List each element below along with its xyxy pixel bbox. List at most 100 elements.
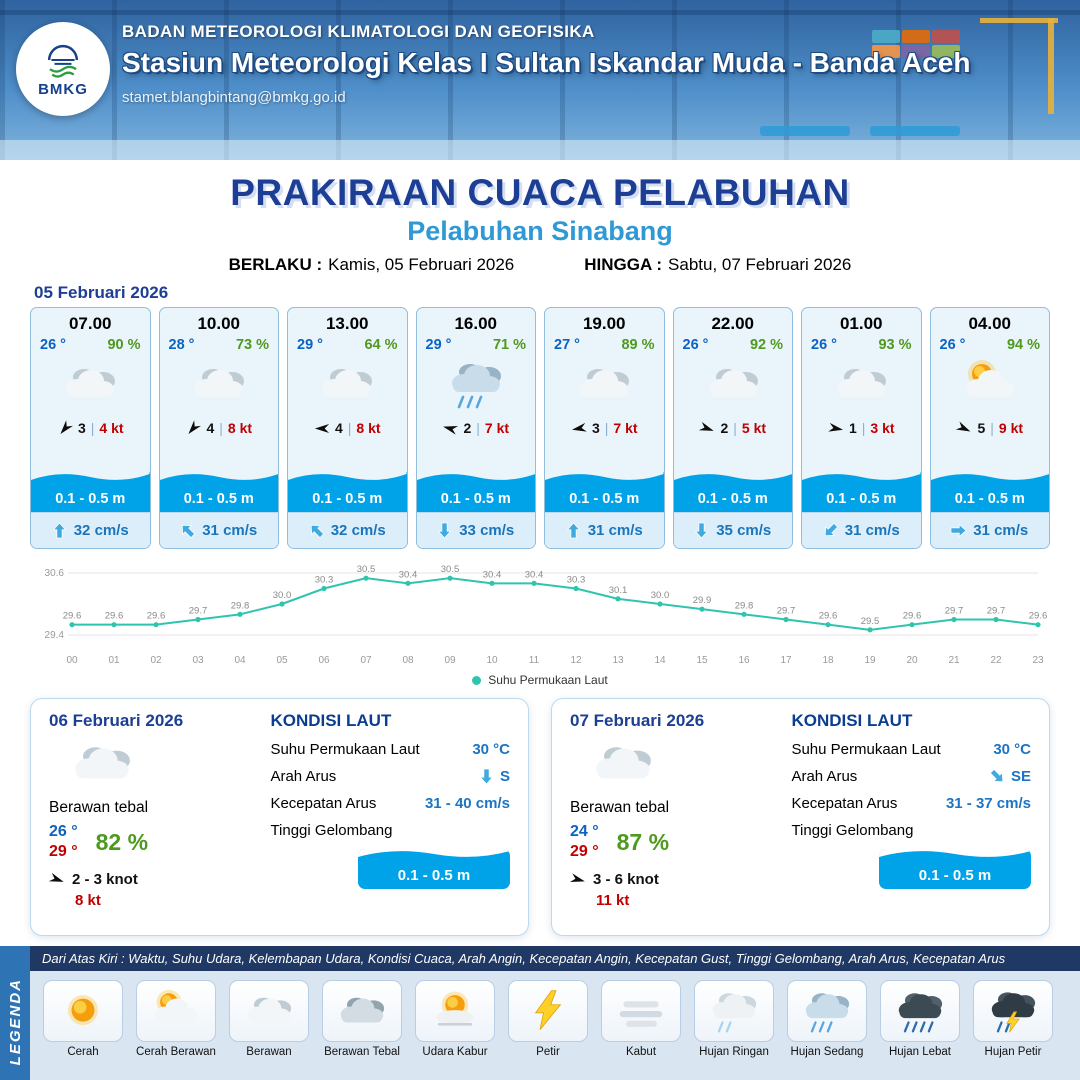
wave-height-badge: 0.1 - 0.5 m bbox=[879, 849, 1031, 889]
wave-height-band: 0.1 - 0.5 m bbox=[673, 471, 792, 512]
current-direction-icon bbox=[479, 768, 494, 785]
current-direction-icon bbox=[694, 522, 709, 539]
temperature: 29 ° bbox=[297, 337, 323, 353]
svg-text:13: 13 bbox=[612, 655, 624, 666]
temperature: 26 ° bbox=[40, 337, 66, 353]
svg-text:30.4: 30.4 bbox=[399, 569, 418, 580]
wind-gust: 8 kt bbox=[227, 420, 253, 436]
wave-height-band: 0.1 - 0.5 m bbox=[416, 471, 535, 512]
forecast-time: 01.00 bbox=[839, 314, 883, 333]
legend-item: Berawan Tebal bbox=[321, 980, 403, 1059]
svg-text:30.0: 30.0 bbox=[651, 590, 670, 601]
svg-text:16: 16 bbox=[738, 655, 750, 666]
wave-height-band: 0.1 - 0.5 m bbox=[288, 471, 407, 512]
bmkg-globe-icon bbox=[47, 44, 79, 78]
daily-forecast-card: 06 Februari 2026 Berawan tebal 26 ° 29 °… bbox=[30, 698, 529, 936]
berlaku-value: Kamis, 05 Februari 2026 bbox=[328, 255, 515, 274]
svg-text:29.8: 29.8 bbox=[231, 600, 250, 611]
sea-conditions-title: KONDISI LAUT bbox=[791, 711, 913, 730]
svg-text:29.7: 29.7 bbox=[189, 606, 208, 617]
svg-text:29.7: 29.7 bbox=[777, 606, 796, 617]
current-speed: 31 cm/s bbox=[973, 522, 1029, 539]
weather-description: Berawan tebal bbox=[49, 799, 149, 816]
humidity: 73 % bbox=[235, 337, 269, 353]
temperature: 26 ° bbox=[682, 337, 709, 353]
humidity: 82 % bbox=[95, 828, 149, 855]
humidity: 90 % bbox=[107, 337, 141, 353]
legend-item: Hujan Petir bbox=[972, 980, 1054, 1059]
humidity: 89 % bbox=[621, 337, 655, 353]
wind-direction-icon bbox=[183, 418, 203, 439]
legend-title: LEGENDA bbox=[6, 978, 24, 1066]
separator: | bbox=[347, 420, 352, 436]
forecast-card: 13.00 29 ° 64 % 4 | 8 kt 0.1 - 0.5 m 32 … bbox=[287, 307, 408, 549]
wind-speed: 3 bbox=[77, 420, 86, 436]
agency-name: BADAN METEOROLOGI KLIMATOLOGI DAN GEOFIS… bbox=[122, 22, 595, 41]
day-date: 07 Februari 2026 bbox=[570, 711, 705, 730]
humidity: 71 % bbox=[492, 337, 526, 353]
current-direction-value: SE bbox=[1010, 768, 1031, 785]
forecast-card: 22.00 26 ° 92 % 2 | 5 kt 0.1 - 0.5 m 35 … bbox=[672, 307, 793, 549]
legend-label: Hujan Sedang bbox=[790, 1046, 864, 1058]
svg-text:19: 19 bbox=[864, 655, 876, 666]
svg-text:29.4: 29.4 bbox=[45, 630, 65, 641]
svg-text:29.8: 29.8 bbox=[735, 600, 754, 611]
sst-label: Suhu Permukaan Laut bbox=[791, 741, 941, 758]
validity-period: BERLAKU : Kamis, 05 Februari 2026 HINGGA … bbox=[0, 255, 1080, 275]
sea-conditions-title: KONDISI LAUT bbox=[270, 711, 392, 730]
legend-items: Cerah Cerah Berawan Berawan Berawan Teba… bbox=[30, 971, 1080, 1080]
current-speed-value: 31 - 40 cm/s bbox=[424, 795, 510, 812]
current-row: 31 cm/s bbox=[930, 512, 1049, 548]
svg-text:06: 06 bbox=[318, 655, 330, 666]
forecast-time: 04.00 bbox=[968, 314, 1012, 333]
temperature: 26 ° bbox=[939, 337, 966, 353]
legend-label: Petir bbox=[536, 1046, 560, 1058]
current-direction-icon bbox=[305, 519, 328, 542]
wave-height: 0.1 - 0.5 m bbox=[312, 491, 383, 507]
legend-item: Petir bbox=[507, 980, 589, 1059]
wind-direction-icon bbox=[55, 418, 75, 439]
rain-light-icon bbox=[694, 980, 774, 1042]
svg-text:10: 10 bbox=[486, 655, 498, 666]
weather-icon bbox=[31, 355, 150, 413]
forecast-time: 07.00 bbox=[68, 314, 112, 333]
berlaku-label: BERLAKU : bbox=[228, 255, 323, 274]
svg-text:20: 20 bbox=[906, 655, 918, 666]
forecast-time: 10.00 bbox=[197, 314, 241, 333]
svg-text:02: 02 bbox=[150, 655, 162, 666]
current-speed: 31 cm/s bbox=[844, 522, 900, 539]
thunder-icon bbox=[508, 980, 588, 1042]
legend-label: Kabut bbox=[625, 1046, 657, 1058]
legend-label: Berawan bbox=[246, 1046, 292, 1058]
forecast-time: 16.00 bbox=[454, 314, 498, 333]
svg-text:05: 05 bbox=[276, 655, 288, 666]
temp-min: 26 ° bbox=[49, 823, 78, 840]
separator: | bbox=[219, 420, 223, 436]
current-speed: 32 cm/s bbox=[330, 522, 386, 539]
container-icon bbox=[932, 45, 960, 58]
svg-text:30.3: 30.3 bbox=[315, 575, 334, 586]
temperature: 28 ° bbox=[168, 337, 195, 353]
haze-icon bbox=[415, 980, 495, 1042]
weather-icon bbox=[63, 735, 256, 795]
sun-cloud-icon bbox=[136, 980, 216, 1042]
separator: | bbox=[733, 420, 737, 436]
forecast-card: 16.00 29 ° 71 % 2 | 7 kt 0.1 - 0.5 m 33 … bbox=[415, 307, 536, 549]
sst-line-chart: 30.6 29.4 29.6 00 29.6 01 29.6 02 29.7 03 29.8 04 30… bbox=[26, 555, 1054, 672]
current-speed-label: Kecepatan Arus bbox=[791, 795, 898, 812]
current-speed-label: Kecepatan Arus bbox=[270, 795, 377, 812]
svg-text:30.5: 30.5 bbox=[357, 564, 376, 575]
wind-direction-icon bbox=[441, 420, 460, 437]
legend-section: LEGENDA Dari Atas Kiri : Waktu, Suhu Uda… bbox=[0, 946, 1080, 1080]
cloudy-icon bbox=[229, 980, 309, 1042]
wave-height: 0.1 - 0.5 m bbox=[697, 491, 768, 507]
legend-item: Cerah Berawan bbox=[135, 980, 217, 1059]
forecast-cards-row: 07.00 26 ° 90 % 3 | 4 kt 0.1 - 0.5 m 32 … bbox=[0, 307, 1080, 549]
wind-gust: 5 kt bbox=[741, 420, 767, 436]
svg-text:22: 22 bbox=[990, 655, 1002, 666]
weather-icon bbox=[545, 355, 664, 413]
wind-gust: 11 kt bbox=[596, 892, 630, 909]
sst-value: 30 °C bbox=[472, 741, 510, 758]
svg-text:03: 03 bbox=[192, 655, 204, 666]
svg-text:29.6: 29.6 bbox=[903, 611, 922, 622]
